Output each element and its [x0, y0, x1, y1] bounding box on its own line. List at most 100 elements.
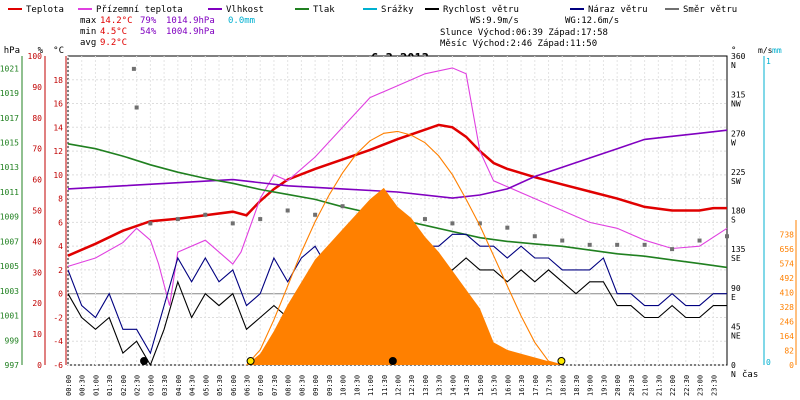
x-axis-tick: 23:30 — [710, 375, 718, 396]
stat-pressure: 1004.9hPa — [166, 27, 215, 37]
legend-label: Teplota — [26, 5, 64, 15]
x-axis-tick: 02:30 — [134, 375, 142, 396]
stat-rain: 0.0mm — [228, 16, 255, 26]
series-line-Vlhkost — [67, 129, 728, 199]
stat-temperature: 9.2°C — [100, 38, 127, 48]
humidity-axis-tick: 20 — [32, 299, 42, 308]
direction-axis-tick: 135 — [731, 245, 746, 254]
temperature-axis-tick: 4 — [58, 242, 63, 251]
x-axis-tick: 05:00 — [202, 375, 210, 396]
x-axis-tick: 18:00 — [559, 375, 567, 396]
stat-label: max — [80, 16, 97, 26]
x-axis-tick: 21:30 — [655, 375, 663, 396]
legend: Teplota Přízemní teplota Vlhkost Tlak Srážky… — [8, 5, 737, 15]
legend-label: Srážky — [381, 5, 414, 15]
solar-axis-tick: 0 — [789, 361, 794, 370]
x-axis-tick: 20:00 — [614, 375, 622, 396]
solar-axis-tick: 492 — [780, 274, 795, 283]
direction-axis-compass: W — [731, 138, 736, 147]
temperature-axis-tick: 16 — [53, 100, 63, 109]
temperature-axis-tick: -6 — [53, 361, 63, 370]
x-axis-tick: 19:30 — [600, 375, 608, 396]
stat-temperature: 14.2°C — [100, 16, 133, 26]
axes: hPa9979991001100310051007100910111013101… — [0, 46, 797, 396]
wind-direction-point — [422, 217, 427, 222]
pressure-axis-tick: 1015 — [0, 139, 19, 148]
x-axis-tick: 04:00 — [175, 375, 183, 396]
x-axis-tick: 17:30 — [546, 375, 554, 396]
stat-label: avg — [80, 38, 96, 48]
wind-direction-point — [450, 221, 455, 226]
x-axis-tick: 05:30 — [216, 375, 224, 396]
legend-label: Přízemní teplota — [96, 5, 183, 15]
direction-axis-tick: 0 — [731, 361, 736, 370]
wind-direction-point — [642, 242, 647, 247]
wind-direction-point — [340, 204, 345, 209]
x-axis-tick: 16:30 — [518, 375, 526, 396]
x-axis-tick: 03:30 — [161, 375, 169, 396]
stat-humidity: 79% — [140, 16, 157, 26]
direction-axis-compass: N — [731, 61, 736, 70]
temperature-axis-unit: °C — [53, 46, 64, 56]
wind-speed-stat: WS:9.9m/s — [470, 16, 519, 26]
wind-direction-point — [175, 217, 180, 222]
x-axis-tick: 22:30 — [683, 375, 691, 396]
stat-humidity: 54% — [140, 27, 157, 37]
x-axis-tick: 17:00 — [532, 375, 540, 396]
pressure-axis-tick: 1019 — [0, 89, 19, 98]
pressure-axis-tick: 997 — [5, 361, 20, 370]
x-axis-tick: 09:00 — [312, 375, 320, 396]
wind-direction-point — [148, 221, 153, 226]
wind-gust-stat: WG:12.6m/s — [565, 16, 619, 26]
x-axis-tick: 07:00 — [257, 375, 265, 396]
direction-axis-compass: E — [731, 293, 736, 302]
stat-pressure: 1014.9hPa — [166, 16, 215, 26]
pressure-axis-tick: 1001 — [0, 312, 19, 321]
legend-label: Rychlost větru — [443, 5, 519, 15]
x-axis-tick: 08:30 — [298, 375, 306, 396]
humidity-axis-tick: 50 — [32, 207, 42, 216]
wind-direction-point — [670, 247, 675, 252]
wind-direction-point — [230, 221, 235, 226]
x-axis-tick: 12:30 — [408, 375, 416, 396]
temperature-axis-tick: 14 — [53, 123, 63, 132]
x-axis-tick: 19:00 — [587, 375, 595, 396]
rain-axis-tick: 0 — [766, 358, 771, 367]
humidity-axis-tick: 80 — [32, 114, 42, 123]
x-axis-tick: 09:30 — [326, 375, 334, 396]
x-axis-tick: 11:30 — [381, 375, 389, 396]
temperature-axis-tick: 2 — [58, 266, 63, 275]
sunrise-marker — [246, 357, 255, 365]
humidity-axis-tick: 30 — [32, 268, 42, 277]
legend-label: Náraz větru — [588, 5, 648, 15]
x-axis-tick: 21:00 — [642, 375, 650, 396]
wind-direction-point — [203, 212, 208, 217]
x-axis-tick: 10:00 — [340, 375, 348, 396]
direction-axis-compass: S — [731, 216, 736, 225]
pressure-axis-tick: 1003 — [0, 287, 19, 296]
temperature-axis-tick: 0 — [58, 290, 63, 299]
x-axis-tick: 22:00 — [669, 375, 677, 396]
x-axis-tick: 18:30 — [573, 375, 581, 396]
pressure-axis-tick: 1005 — [0, 262, 19, 271]
humidity-axis-tick: 70 — [32, 145, 42, 154]
solar-axis-tick: 328 — [780, 303, 795, 312]
solar-axis-tick: 574 — [780, 260, 795, 269]
wind-direction-point — [587, 242, 592, 247]
sun-times: Slunce Východ:06:39 Západ:17:58 — [440, 28, 608, 38]
pressure-axis-tick: 1021 — [0, 64, 19, 73]
stat-label: min — [80, 27, 96, 37]
direction-axis-tick: 360 — [731, 52, 746, 61]
moonset-marker — [388, 357, 397, 365]
x-axis-tick: 01:30 — [106, 375, 114, 396]
temperature-axis-tick: 6 — [58, 218, 63, 227]
temperature-axis-tick: 10 — [53, 171, 63, 180]
direction-axis-compass: NE — [731, 331, 741, 340]
wind-direction-point — [615, 242, 620, 247]
temperature-axis-tick: 8 — [58, 195, 63, 204]
wind-direction-point — [505, 225, 510, 230]
solar-axis-tick: 738 — [780, 231, 795, 240]
temperature-axis-tick: -2 — [53, 313, 63, 322]
pressure-axis-tick: 1009 — [0, 213, 19, 222]
